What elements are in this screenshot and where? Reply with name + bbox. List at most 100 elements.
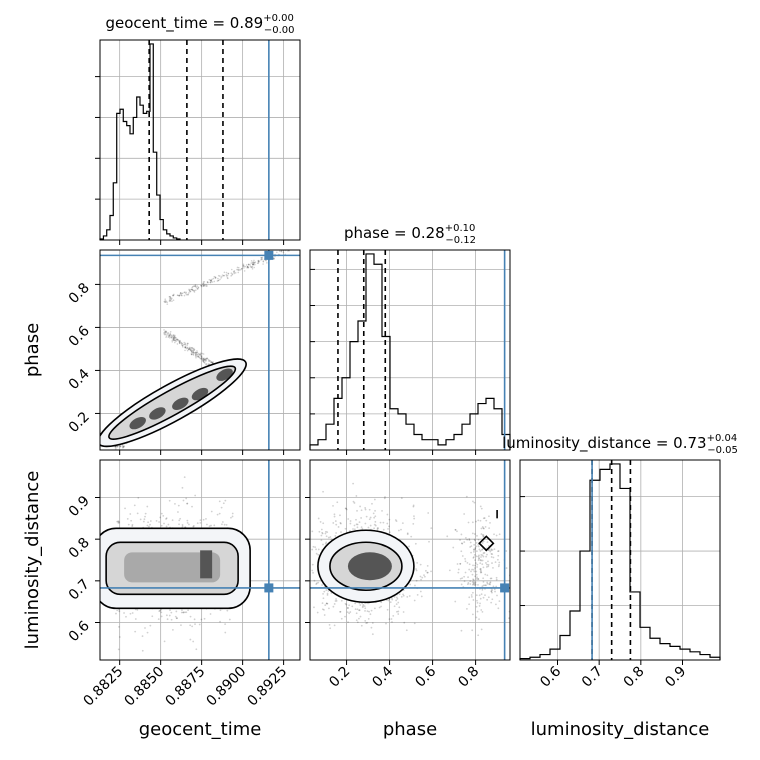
sample-point xyxy=(473,567,476,569)
sample-point xyxy=(471,591,474,594)
sample-point xyxy=(334,600,337,602)
sample-point xyxy=(171,628,174,631)
sample-point xyxy=(482,534,485,537)
sample-point xyxy=(179,340,181,342)
sample-point xyxy=(478,618,480,621)
sample-point xyxy=(474,562,477,564)
sample-point xyxy=(180,342,183,345)
sample-point xyxy=(480,556,482,558)
sample-point xyxy=(117,648,120,651)
sample-point xyxy=(475,573,478,576)
sample-point xyxy=(345,603,348,606)
sample-point xyxy=(250,266,253,268)
sample-point xyxy=(490,548,493,551)
sample-point xyxy=(164,301,167,304)
sample-point xyxy=(162,514,165,517)
sample-point xyxy=(479,567,482,570)
sample-point xyxy=(175,336,177,339)
hist-bars xyxy=(99,43,181,240)
sample-point xyxy=(490,577,493,580)
sample-point xyxy=(182,611,185,614)
sample-point xyxy=(486,574,489,577)
sample-point xyxy=(165,336,167,338)
sample-point xyxy=(213,280,216,283)
panel-frame xyxy=(309,249,511,451)
sample-point xyxy=(198,623,201,626)
sample-point xyxy=(173,338,175,340)
sample-point xyxy=(461,542,464,545)
sample-point xyxy=(197,286,200,289)
hist-bars xyxy=(309,253,511,450)
sample-point xyxy=(181,609,183,612)
sample-point xyxy=(124,507,126,510)
sample-point xyxy=(200,357,203,360)
sample-point xyxy=(325,602,328,605)
sample-point xyxy=(165,525,168,528)
sample-point xyxy=(210,510,213,513)
sample-point xyxy=(204,359,206,361)
sample-point xyxy=(186,521,189,524)
sample-point xyxy=(471,629,474,632)
sample-point xyxy=(365,515,368,518)
sample-point xyxy=(368,508,371,511)
sample-point xyxy=(479,550,482,552)
sample-point xyxy=(482,517,485,520)
sample-point xyxy=(467,521,470,524)
sample-point xyxy=(174,615,177,618)
sample-point xyxy=(446,535,449,538)
sample-point xyxy=(487,549,490,552)
sample-point xyxy=(191,285,194,288)
sample-point xyxy=(460,583,463,586)
sample-point xyxy=(478,557,480,559)
sample-point xyxy=(336,501,339,504)
sample-point xyxy=(395,603,398,606)
sample-point xyxy=(490,590,493,593)
sample-point xyxy=(474,575,477,578)
x-tick-label-phase: 0.8 xyxy=(455,664,482,691)
sample-point xyxy=(195,351,198,354)
sample-point xyxy=(290,247,292,249)
sample-point xyxy=(188,348,190,351)
sample-point xyxy=(454,528,457,531)
sample-point xyxy=(333,513,336,516)
sample-point xyxy=(193,291,196,293)
panel-body xyxy=(100,247,292,450)
sample-point xyxy=(413,517,416,520)
sample-point xyxy=(199,357,202,360)
sample-point xyxy=(170,335,173,337)
sample-point xyxy=(290,248,292,250)
sample-point xyxy=(482,566,485,569)
sample-point xyxy=(254,263,256,266)
sample-point xyxy=(484,584,486,587)
sample-point xyxy=(254,261,257,264)
sample-point xyxy=(273,257,275,259)
sample-point xyxy=(388,531,391,534)
sample-point xyxy=(115,612,117,615)
sample-point xyxy=(184,344,187,346)
sample-point xyxy=(184,346,187,348)
sample-point xyxy=(172,294,174,297)
sample-point xyxy=(482,535,485,538)
sample-point xyxy=(172,294,174,297)
sample-point xyxy=(468,563,471,566)
sample-point xyxy=(164,330,166,333)
sample-point xyxy=(360,526,363,529)
sample-point xyxy=(397,610,400,613)
contour-inner xyxy=(108,365,237,440)
sample-point xyxy=(160,615,163,618)
sample-point xyxy=(218,500,221,503)
sample-point xyxy=(374,509,376,512)
sample-point xyxy=(176,338,178,340)
sample-point xyxy=(425,569,427,572)
sample-point xyxy=(505,550,508,552)
sample-point xyxy=(475,570,478,573)
sample-point xyxy=(126,518,129,520)
sample-point xyxy=(186,347,189,350)
sample-point xyxy=(160,512,163,515)
sample-point xyxy=(459,577,462,580)
sample-point xyxy=(175,340,177,343)
panel-title-phase: phase = 0.28+0.10 −0.12 xyxy=(344,223,476,246)
sample-point xyxy=(195,286,198,289)
sample-point xyxy=(176,294,179,297)
sample-point xyxy=(382,521,385,524)
